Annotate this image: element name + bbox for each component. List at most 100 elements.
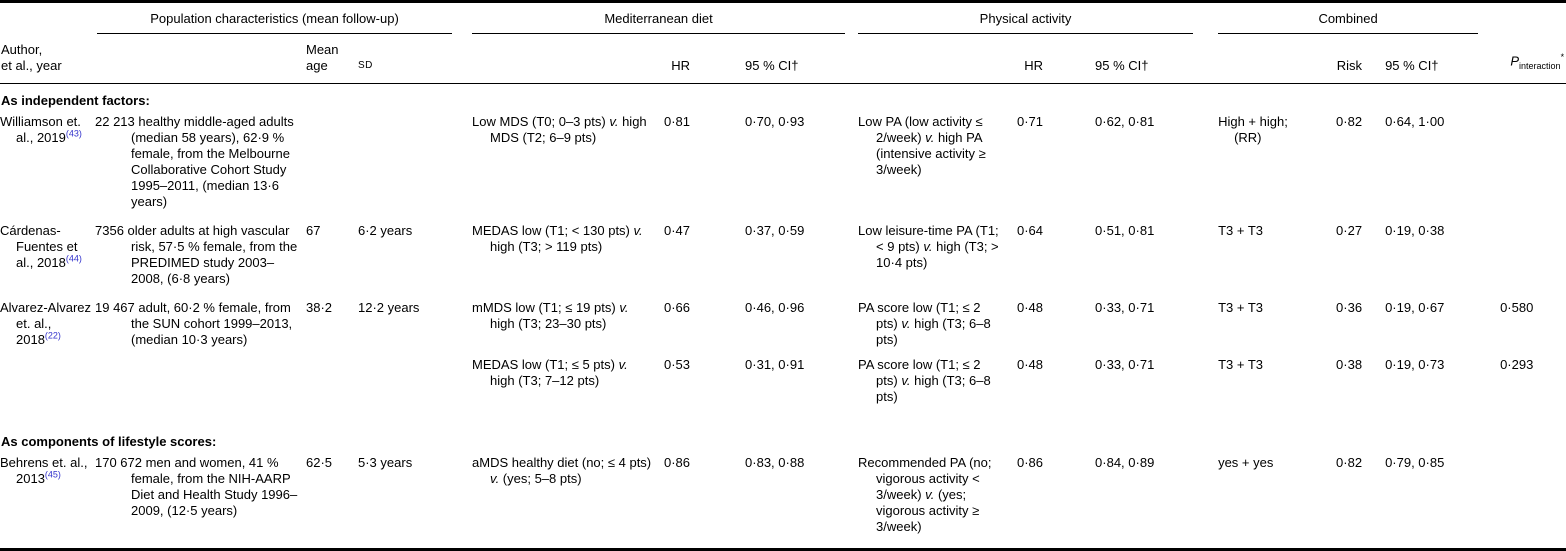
pa-desc-post: high (T3; 6–8 pts) xyxy=(876,316,991,347)
group-header-mediterranean-diet: Mediterranean diet xyxy=(462,2,846,34)
combined-risk-cell: 0·82 xyxy=(1336,114,1363,129)
md-ci-column-header: 95 % CI† xyxy=(695,34,846,84)
pa-ci-cell: 0·84, 0·89 xyxy=(1095,455,1155,470)
combined-ci-cell: 0·64, 1·00 xyxy=(1385,114,1445,129)
versus-abbrev: v. xyxy=(901,316,911,331)
table-row-alvarez-2018-medas: MEDAS low (T1; ≤ 5 pts) v. high (T3; 7–1… xyxy=(0,357,1566,418)
combined-ci-cell: 0·79, 0·85 xyxy=(1385,455,1445,470)
author-header-line2: et al., year xyxy=(1,58,62,73)
group-header-population: Population characteristics (mean follow-… xyxy=(95,2,462,34)
versus-abbrev: v. xyxy=(901,373,911,388)
p-interaction-cell xyxy=(1480,114,1566,223)
author-name: Behrens et. al., 2013 xyxy=(0,455,88,486)
spacer-combined-desc xyxy=(1205,34,1316,84)
combined-desc-pre: High + high; (RR) xyxy=(1218,114,1288,145)
combined-description-cell: High + high; (RR) xyxy=(1205,114,1315,223)
pa-description-cell: Low PA (low activity ≤ 2/week) v. high P… xyxy=(845,114,1000,223)
md-ci-cell: 0·31, 0·91 xyxy=(745,357,805,372)
combined-risk-cell: 0·38 xyxy=(1336,357,1363,372)
combined-description-cell: yes + yes xyxy=(1205,455,1315,550)
group-label-physical-activity: Physical activity xyxy=(858,9,1194,34)
md-hr-column-header: HR xyxy=(652,34,696,84)
md-description-cell: Low MDS (T0; 0–3 pts) v. high MDS (T2; 6… xyxy=(462,114,652,223)
pa-desc-post: high (T3; > 10·4 pts) xyxy=(876,239,999,270)
pa-description-cell: PA score low (T1; ≤ 2 pts) v. high (T3; … xyxy=(845,300,1000,357)
md-description-cell: mMDS low (T1; ≤ 19 pts) v. high (T3; 23–… xyxy=(462,300,652,357)
author-name: Cárdenas-Fuentes et al., 2018 xyxy=(0,223,78,270)
pa-ci-column-header: 95 % CI† xyxy=(1048,34,1206,84)
sd-column-header: SD xyxy=(350,34,463,84)
pa-desc-post: high (T3; 6–8 pts) xyxy=(876,373,991,404)
section-heading: As components of lifestyle scores: xyxy=(1,434,217,449)
pa-hr-cell: 0·64 xyxy=(1017,223,1044,238)
pa-hr-column-header: HR xyxy=(1000,34,1049,84)
table-row-alvarez-2018-mmds: Alvarez-Alvarez et. al., 2018(22) 19 467… xyxy=(0,300,1566,357)
combined-description-cell: T3 + T3 xyxy=(1205,223,1315,300)
section-heading: As independent factors: xyxy=(1,93,150,108)
pa-description-cell: Recommended PA (no; vigorous activity < … xyxy=(845,455,1000,550)
pa-desc-pre: Recommended PA (no; vigorous activity < … xyxy=(858,455,992,502)
md-desc-pre: MEDAS low (T1; ≤ 5 pts) xyxy=(472,357,619,372)
author-header-line1: Author, xyxy=(1,42,43,57)
md-description-cell: MEDAS low (T1; < 130 pts) v. high (T3; >… xyxy=(462,223,652,300)
md-desc-post: high MDS (T2; 6–9 pts) xyxy=(490,114,647,145)
pa-desc-pre: PA score low (T1; ≤ 2 pts) xyxy=(858,300,981,331)
author-name: Williamson et. al., 2019 xyxy=(0,114,81,145)
pa-description-cell: PA score low (T1; ≤ 2 pts) v. high (T3; … xyxy=(845,357,1000,418)
md-desc-pre: Low MDS (T0; 0–3 pts) xyxy=(472,114,610,129)
table-row-cardenas-2018: Cárdenas-Fuentes et al., 2018(44) 7356 o… xyxy=(0,223,1566,300)
group-header-physical-activity: Physical activity xyxy=(845,2,1205,34)
citation-ref-link[interactable]: (45) xyxy=(44,469,61,480)
citation-ref-link[interactable]: (44) xyxy=(65,253,82,264)
p-symbol: P xyxy=(1510,53,1520,69)
citation-ref-link[interactable]: (43) xyxy=(65,128,82,139)
p-superscript-asterisk: * xyxy=(1560,52,1565,63)
mean-age-cell xyxy=(300,114,350,223)
spacer-population-desc xyxy=(95,34,300,84)
mean-age-cell: 67 xyxy=(306,223,321,238)
sub-header-row: Mean age SD HR 95 % CI† HR 95 % CI† Risk… xyxy=(0,34,1566,84)
combined-risk-cell: 0·27 xyxy=(1336,223,1363,238)
pa-desc-pre: Low PA (low activity ≤ 2/week) xyxy=(858,114,983,145)
md-ci-cell: 0·70, 0·93 xyxy=(745,114,805,129)
population-cell: 19 467 adult, 60·2 % female, from the SU… xyxy=(95,300,293,347)
md-hr-cell: 0·66 xyxy=(664,300,691,315)
group-label-mediterranean-diet: Mediterranean diet xyxy=(472,9,846,34)
group-label-combined: Combined xyxy=(1218,9,1479,34)
population-cell: 170 672 men and women, 41 % female, from… xyxy=(95,455,298,518)
citation-ref-link[interactable]: (22) xyxy=(44,330,61,341)
section-row-independent-factors: As independent factors: xyxy=(0,84,1566,115)
md-ci-cell: 0·37, 0·59 xyxy=(745,223,805,238)
pa-ci-cell: 0·33, 0·71 xyxy=(1095,300,1155,315)
md-description-cell: aMDS healthy diet (no; ≤ 4 pts) v. (yes;… xyxy=(462,455,652,550)
versus-abbrev: v. xyxy=(925,487,935,502)
combined-ci-cell: 0·19, 0·38 xyxy=(1385,223,1445,238)
combined-desc-pre: T3 + T3 xyxy=(1218,223,1263,238)
sd-cell xyxy=(350,114,462,223)
author-cell: Alvarez-Alvarez et. al., 2018(22) xyxy=(0,300,95,418)
md-description-cell: MEDAS low (T1; ≤ 5 pts) v. high (T3; 7–1… xyxy=(462,357,652,418)
md-desc-pre: MEDAS low (T1; < 130 pts) xyxy=(472,223,634,238)
population-cell: 22 213 healthy middle-aged adults (media… xyxy=(95,114,294,209)
mean-age-cell: 62·5 xyxy=(306,455,333,470)
combined-desc-pre: T3 + T3 xyxy=(1218,357,1263,372)
sd-cell: 6·2 years xyxy=(358,223,413,238)
author-column-header: Author, et al., year xyxy=(0,1,95,84)
mean-age-cell: 38·2 xyxy=(306,300,333,315)
pa-desc-post: (yes; vigorous activity ≥ 3/week) xyxy=(876,487,980,534)
p-subscript: interaction xyxy=(1519,61,1561,71)
versus-abbrev: v. xyxy=(925,130,935,145)
combined-ci-column-header: 95 % CI† xyxy=(1367,34,1481,84)
versus-abbrev: v. xyxy=(923,239,933,254)
group-label-population: Population characteristics (mean follow-… xyxy=(97,9,453,34)
p-interaction-cell xyxy=(1480,223,1566,300)
pa-desc-pre: Low leisure-time PA (T1; < 9 pts) xyxy=(858,223,999,254)
versus-abbrev: v. xyxy=(619,300,629,315)
pa-desc-pre: PA score low (T1; ≤ 2 pts) xyxy=(858,357,981,388)
author-cell: Williamson et. al., 2019(43) xyxy=(0,114,95,223)
spacer-pa-desc xyxy=(845,34,1001,84)
p-interaction-cell xyxy=(1480,455,1566,550)
p-interaction-cell: 0·293 xyxy=(1500,357,1534,372)
combined-desc-pre: yes + yes xyxy=(1218,455,1274,470)
